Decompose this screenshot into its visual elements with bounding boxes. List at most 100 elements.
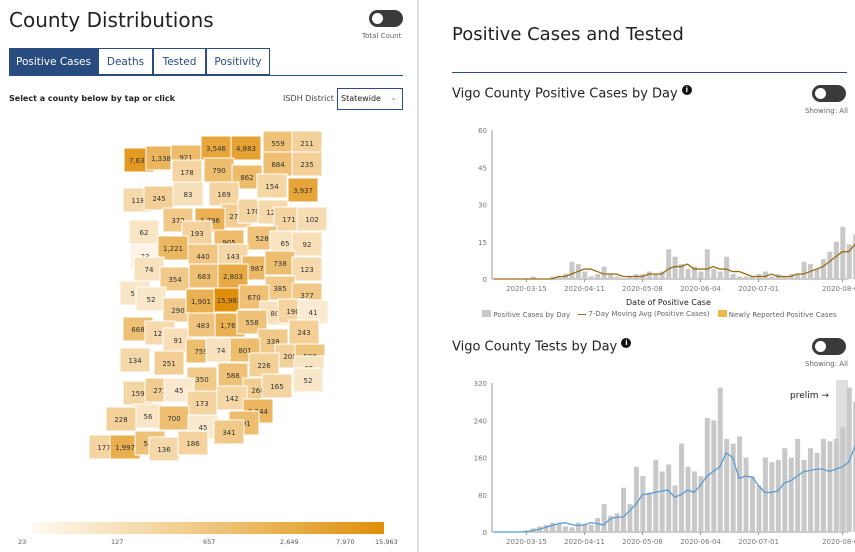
county[interactable]: 790 — [203, 157, 235, 183]
county-value: 350 — [195, 376, 208, 384]
county[interactable]: 341 — [213, 419, 245, 445]
cases-showing-toggle[interactable] — [812, 85, 846, 102]
county[interactable]: 92 — [291, 231, 323, 257]
bar — [827, 441, 833, 532]
bar — [853, 234, 855, 279]
county[interactable]: 74 — [133, 256, 165, 282]
county[interactable]: 738 — [264, 250, 296, 276]
tests-showing-toggle[interactable] — [812, 338, 846, 355]
bar — [769, 462, 775, 532]
bar — [543, 525, 549, 532]
county[interactable]: 56 — [132, 403, 164, 429]
county[interactable]: 4,883 — [230, 135, 262, 161]
county[interactable]: 243 — [288, 319, 320, 345]
district-select[interactable]: Statewide ⌄ — [337, 88, 403, 110]
county-value: 801 — [238, 347, 251, 355]
bar — [730, 274, 736, 279]
county[interactable]: 483 — [187, 312, 219, 338]
bar — [621, 487, 626, 532]
county-value: 483 — [196, 322, 209, 330]
county[interactable]: 52 — [135, 286, 167, 312]
county[interactable]: 1,221 — [157, 235, 189, 261]
county[interactable]: 684 — [262, 151, 294, 177]
county[interactable]: 136 — [148, 436, 180, 462]
info-icon[interactable]: i — [681, 85, 692, 95]
county-shape — [296, 206, 328, 232]
county[interactable]: 165 — [261, 373, 293, 399]
bar — [608, 515, 614, 532]
county[interactable]: 559 — [262, 130, 294, 156]
county-value: 759 — [194, 348, 207, 356]
county[interactable]: 154 — [256, 173, 288, 199]
county-value: 211 — [300, 140, 313, 148]
county-value: 228 — [114, 416, 127, 424]
bar — [640, 476, 646, 532]
legend-item[interactable]: 7-Day Moving Avg (Positive Cases) — [578, 310, 710, 319]
county[interactable]: 3,546 — [200, 135, 232, 161]
county[interactable]: 3,937 — [287, 177, 319, 203]
county-value: 372 — [171, 217, 184, 225]
county-shape — [213, 419, 245, 445]
county[interactable]: 186 — [177, 430, 209, 456]
county[interactable]: 700 — [158, 405, 190, 431]
county[interactable]: 235 — [291, 151, 323, 177]
county[interactable]: 683 — [188, 263, 220, 289]
county[interactable]: 134 — [119, 347, 151, 373]
county[interactable]: 102 — [296, 206, 328, 232]
county[interactable]: 251 — [153, 350, 185, 376]
county-value: 124 — [153, 330, 167, 338]
county-value: 154 — [265, 183, 279, 191]
county-value: 56 — [144, 413, 153, 421]
county-value: 273 — [153, 387, 166, 395]
county-value: 588 — [226, 372, 239, 380]
county-shape — [262, 130, 294, 156]
info-icon[interactable]: i — [621, 338, 632, 348]
county[interactable]: 1,901 — [185, 288, 217, 314]
bar — [704, 249, 710, 279]
county[interactable]: 52 — [292, 367, 324, 393]
county-shape — [256, 173, 288, 199]
legend-item[interactable]: Positive Cases by Day — [482, 310, 570, 319]
bar — [582, 271, 588, 279]
y-tick-label: 320 — [474, 380, 487, 388]
county-value: 668 — [131, 326, 144, 334]
county-value: 251 — [162, 360, 175, 368]
county-value: 7,632 — [129, 157, 149, 165]
county[interactable]: 62 — [128, 219, 160, 245]
county-value: 274 — [229, 213, 243, 221]
county-shape — [171, 159, 203, 185]
county-value: 235 — [300, 161, 313, 169]
legend-tick: 657 — [203, 538, 216, 546]
legend-item[interactable]: Newly Reported Positive Cases — [717, 310, 837, 319]
county[interactable]: 83 — [172, 181, 204, 207]
tab-tested[interactable]: Tested — [153, 48, 206, 75]
tab-positive-cases[interactable]: Positive Cases — [9, 48, 98, 75]
county-value: 186 — [186, 440, 200, 448]
total-count-toggle[interactable] — [369, 10, 403, 27]
county[interactable]: 226 — [248, 352, 280, 378]
tab-deaths[interactable]: Deaths — [98, 48, 153, 75]
county[interactable]: 178 — [171, 159, 203, 185]
county-value: 268 — [251, 387, 264, 395]
county[interactable]: 173 — [186, 390, 218, 416]
county-value: 134 — [128, 357, 142, 365]
moving-average-line — [494, 444, 855, 533]
county[interactable]: 228 — [105, 406, 137, 432]
x-tick-label: 2020-08-09 — [822, 285, 855, 293]
tabs-divider — [9, 75, 403, 76]
county-value: 55 — [131, 290, 140, 298]
county-value: 338 — [266, 338, 279, 346]
county-value: 74 — [217, 347, 226, 355]
county[interactable]: 2,803 — [217, 263, 249, 289]
tab-positivity[interactable]: Positivity — [206, 48, 270, 75]
county-shape — [105, 406, 137, 432]
county-value: 1,767 — [220, 322, 240, 330]
county-shape — [119, 347, 151, 373]
county[interactable]: 245 — [143, 185, 175, 211]
county[interactable]: 211 — [291, 130, 323, 156]
legend-tick: 2,649 — [280, 538, 299, 546]
county-value: 92 — [303, 241, 312, 249]
county[interactable]: 123 — [291, 256, 323, 282]
county[interactable]: 169 — [208, 181, 240, 207]
county-value: 91 — [174, 337, 183, 345]
